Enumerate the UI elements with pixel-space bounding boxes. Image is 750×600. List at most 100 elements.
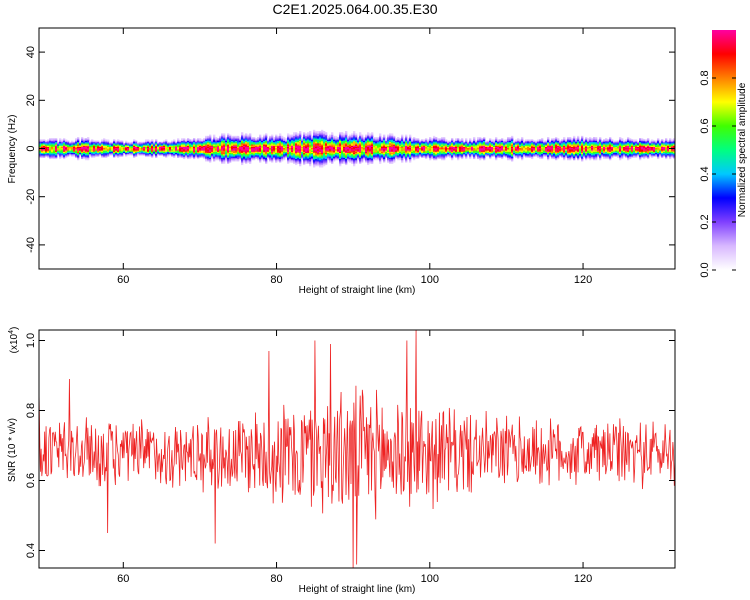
heatmap-cell (507, 140, 510, 143)
heatmap-cell (539, 140, 542, 143)
heatmap-cell (395, 151, 398, 154)
heatmap-cell (409, 138, 412, 140)
heatmap-cell (309, 139, 312, 141)
heatmap-cell (59, 155, 62, 157)
heatmap-cell (147, 155, 150, 157)
heatmap-cell (49, 141, 52, 144)
heatmap-cell (287, 149, 290, 151)
heatmap-cell (385, 155, 388, 157)
heatmap-cell (115, 141, 118, 144)
heatmap-cell (347, 144, 350, 146)
heatmap-cell (397, 153, 400, 156)
heatmap-cell (593, 156, 596, 158)
heatmap-cell (85, 156, 88, 158)
heatmap-cell (147, 152, 150, 155)
heatmap-cell (215, 145, 218, 147)
heatmap-cell (65, 145, 68, 147)
heatmap-cell (419, 146, 422, 149)
heatmap-cell (291, 135, 294, 138)
heatmap-cell (259, 139, 262, 141)
heatmap-cell (99, 150, 102, 152)
heatmap-cell (261, 151, 264, 154)
heatmap-cell (77, 140, 80, 143)
heatmap-cell (443, 141, 446, 144)
heatmap-cell (209, 144, 212, 146)
heatmap-cell (341, 158, 344, 161)
heatmap-cell (495, 146, 498, 149)
heatmap-cell (339, 147, 342, 150)
heatmap-cell (199, 144, 202, 146)
heatmap-cell (255, 157, 258, 160)
heatmap-cell (547, 143, 550, 145)
heatmap-cell (387, 135, 390, 138)
heatmap-cell (237, 155, 240, 157)
heatmap-cell (341, 147, 344, 150)
heatmap-cell (385, 140, 388, 143)
heatmap-cell (85, 145, 88, 147)
heatmap-cell (443, 147, 446, 150)
heatmap-cell (279, 137, 282, 139)
heatmap-cell (263, 138, 266, 140)
heatmap-cell (231, 155, 234, 157)
heatmap-cell (507, 149, 510, 151)
heatmap-cell (195, 153, 198, 156)
heatmap-cell (321, 132, 324, 134)
heatmap-cell (213, 147, 216, 150)
heatmap-cell (409, 143, 412, 145)
heatmap-cell (587, 143, 590, 145)
heatmap-cell (391, 137, 394, 139)
heatmap-cell (413, 143, 416, 145)
heatmap-cell (353, 156, 356, 158)
heatmap-cell (235, 141, 238, 144)
heatmap-cell (223, 158, 226, 161)
heatmap-cell (341, 137, 344, 139)
heatmap-cell (251, 151, 254, 154)
heatmap-cell (351, 140, 354, 143)
heatmap-cell (249, 151, 252, 154)
heatmap-cell (223, 161, 226, 163)
heatmap-cell (149, 155, 152, 157)
heatmap-cell (585, 141, 588, 144)
heatmap-cell (571, 147, 574, 150)
heatmap-cell (347, 155, 350, 157)
heatmap-cell (553, 140, 556, 143)
heatmap-cell (193, 153, 196, 156)
heatmap-cell (357, 152, 360, 155)
heatmap-cell (221, 150, 224, 152)
heatmap-cell (201, 143, 204, 145)
heatmap-cell (209, 145, 212, 147)
heatmap-cell (67, 145, 70, 147)
heatmap-cell (103, 141, 106, 144)
heatmap-cell (327, 157, 330, 160)
heatmap-cell (189, 146, 192, 149)
heatmap-cell (479, 153, 482, 156)
heatmap-cell (427, 150, 430, 152)
heatmap-cell (283, 143, 286, 145)
heatmap-cell (105, 141, 108, 144)
heatmap-cell (457, 147, 460, 150)
heatmap-cell (399, 152, 402, 155)
heatmap-cell (243, 149, 246, 151)
heatmap-cell (431, 139, 434, 141)
heatmap-cell (297, 134, 300, 137)
heatmap-cell (479, 156, 482, 158)
heatmap-cell (217, 138, 220, 140)
heatmap-cell (271, 138, 274, 140)
heatmap-cell (325, 151, 328, 154)
heatmap-cell (119, 150, 122, 152)
heatmap-cell (235, 153, 238, 156)
heatmap-cell (291, 158, 294, 161)
heatmap-cell (143, 147, 146, 150)
heatmap-cell (295, 155, 298, 157)
heatmap-cell (547, 158, 550, 161)
heatmap-cell (307, 134, 310, 137)
heatmap-cell (163, 140, 166, 143)
heatmap-cell (489, 150, 492, 152)
heatmap-cell (263, 146, 266, 149)
heatmap-cell (469, 152, 472, 155)
heatmap-cell (349, 151, 352, 154)
heatmap-cell (433, 153, 436, 156)
heatmap-cell (531, 140, 534, 143)
heatmap-cell (267, 155, 270, 157)
heatmap-cell (557, 145, 560, 147)
